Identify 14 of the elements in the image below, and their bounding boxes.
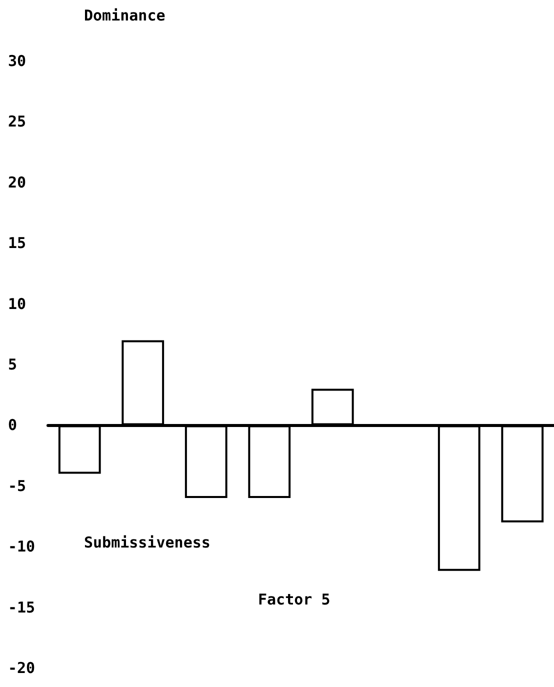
y-tick-label: 30 xyxy=(8,52,26,70)
y-tick-label: -10 xyxy=(8,538,36,556)
y-tick-label: 20 xyxy=(8,173,26,192)
y-tick-label: -20 xyxy=(8,659,36,677)
y-tick-label: 5 xyxy=(8,356,18,374)
y-tick-label: 0 xyxy=(8,416,18,434)
y-tick-label: 10 xyxy=(8,294,26,313)
y-tick-label: -5 xyxy=(8,476,26,495)
y-tick-label: 15 xyxy=(8,234,26,252)
y-tick-label: -15 xyxy=(8,598,36,616)
x-axis-title: Factor 5 xyxy=(258,590,330,608)
annotation: Submissiveness xyxy=(84,534,210,552)
y-axis-title: Dominance xyxy=(84,6,166,24)
y-tick-label: 25 xyxy=(8,112,26,131)
